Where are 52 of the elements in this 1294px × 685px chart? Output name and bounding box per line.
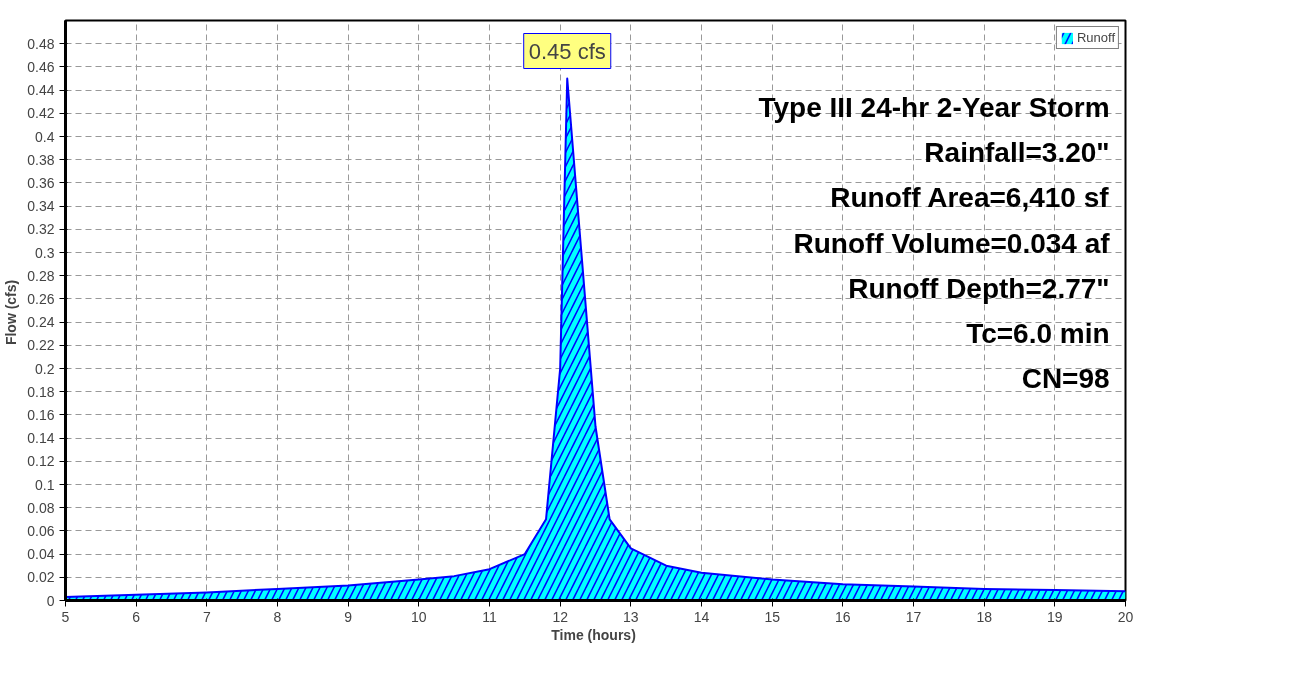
annotation: 0.45 cfs	[528, 38, 606, 64]
y-tick-label: 0	[46, 592, 55, 609]
y-tick-label: 0.22	[27, 337, 55, 354]
x-tick-label: 6	[132, 608, 141, 625]
y-tick-label: 0.16	[27, 406, 55, 423]
y-tick-label: 0.46	[27, 58, 55, 75]
y-tick-label: 0.4	[35, 128, 55, 145]
y-tick-label: 0.48	[27, 35, 55, 52]
annotation: Runoff Area=6,410 sf	[830, 182, 1110, 214]
y-tick-label: 0.04	[27, 546, 55, 563]
annotation: Runoff Volume=0.034 af	[793, 227, 1111, 259]
y-tick-label: 0.42	[27, 105, 55, 122]
x-tick-label: 17	[905, 608, 922, 625]
y-tick-label: 0.28	[27, 267, 55, 284]
y-tick-label: 0.24	[27, 314, 55, 331]
x-tick-label: 7	[202, 608, 211, 625]
x-tick-label: 18	[976, 608, 993, 625]
annotation: Tc=6.0 min	[966, 318, 1110, 350]
y-tick-label: 0.36	[27, 174, 55, 191]
y-tick-label: 0.34	[27, 198, 55, 215]
y-axis-title: Flow (cfs)	[3, 279, 20, 346]
x-tick-label: 15	[764, 608, 781, 625]
y-tick-label: 0.1	[35, 476, 55, 493]
y-tick-label: 0.38	[27, 151, 55, 168]
y-tick-label: 0.44	[27, 82, 55, 99]
y-tick-label: 0.26	[27, 290, 55, 307]
x-tick-label: 16	[835, 608, 851, 625]
x-tick-label: 9	[344, 608, 353, 625]
x-tick-label: 19	[1047, 608, 1063, 625]
y-tick-label: 0.18	[27, 383, 55, 400]
x-tick-label: 12	[552, 608, 569, 625]
x-tick-label: 8	[273, 608, 282, 625]
x-tick-label: 14	[693, 608, 710, 625]
y-tick-label: 0.02	[27, 569, 55, 586]
annotation: CN=98	[1021, 363, 1110, 395]
annotation: Runoff Depth=2.77"	[848, 272, 1110, 304]
y-tick-label: 0.3	[35, 244, 55, 261]
x-tick-label: 20	[1117, 608, 1134, 625]
x-tick-label: 13	[623, 608, 639, 625]
y-tick-label: 0.06	[27, 522, 55, 539]
y-tick-label: 0.2	[35, 360, 55, 377]
x-tick-label: 11	[482, 608, 497, 625]
y-tick-label: 0.08	[27, 499, 55, 516]
y-tick-label: 0.12	[27, 453, 55, 470]
annotation: Rainfall=3.20"	[924, 137, 1110, 169]
annotation: Type III 24-hr 2-Year Storm	[758, 92, 1110, 123]
y-tick-label: 0.14	[27, 430, 55, 447]
x-tick-label: 5	[61, 608, 70, 625]
y-tick-label: 0.32	[27, 221, 55, 238]
legend-label: Runoff	[1076, 30, 1115, 45]
x-tick-label: 10	[411, 608, 427, 625]
x-axis-title: Time (hours)	[551, 626, 636, 643]
